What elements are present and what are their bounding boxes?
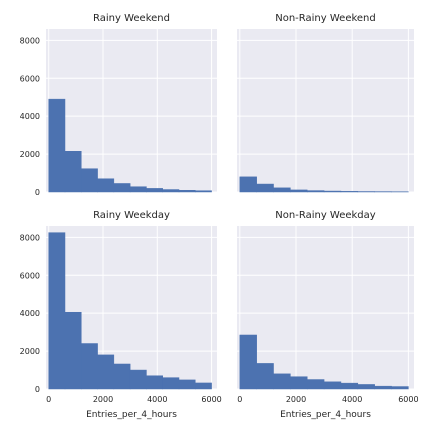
histogram-bar	[64, 311, 82, 390]
histogram-bar	[340, 382, 359, 390]
y-tick-label: 4000	[20, 309, 40, 318]
y-tick-label: 0	[35, 385, 40, 394]
histogram-bar	[195, 382, 212, 390]
histogram-bar	[113, 363, 131, 390]
panel-title: Rainy Weekday	[93, 210, 170, 221]
x-tick-label: 0	[237, 395, 242, 404]
histogram-bar	[48, 98, 66, 193]
histogram-bar	[323, 381, 342, 390]
histogram-bar	[374, 385, 392, 390]
panel-non-rainy-weekend: Non-Rainy Weekend	[237, 13, 414, 193]
panel-background	[237, 226, 414, 389]
histogram-bar	[97, 178, 115, 193]
x-tick-label: 6000	[398, 395, 418, 404]
panel-title: Rainy Weekend	[93, 13, 170, 24]
x-tick-labels: 0 2000 4000 6000	[237, 395, 418, 404]
x-tick-label: 2000	[93, 395, 113, 404]
histogram-bar	[391, 386, 409, 390]
panel-rainy-weekday: Rainy Weekday 0 2000 4000 6000 8000 0 2000 400…	[20, 210, 222, 420]
histogram-bar	[113, 183, 131, 193]
histogram-bars	[239, 334, 409, 390]
panel-title: Non-Rainy Weekend	[275, 13, 376, 24]
panel-title: Non-Rainy Weekday	[275, 210, 375, 221]
x-tick-label: 6000	[201, 395, 221, 404]
x-axis-label: Entries_per_4_hours	[280, 410, 371, 420]
x-tick-label: 0	[46, 395, 51, 404]
panel-background	[237, 29, 414, 192]
histogram-bar	[81, 168, 98, 193]
histogram-bar	[97, 354, 115, 390]
y-tick-labels: 0 2000 4000 6000 8000	[20, 36, 40, 197]
x-tick-labels: 0 2000 4000 6000	[46, 395, 222, 404]
histogram-bar	[306, 190, 325, 193]
histogram-bar	[290, 189, 308, 193]
histogram-bars	[48, 98, 212, 193]
histogram-bar	[239, 176, 257, 193]
y-tick-label: 8000	[20, 233, 40, 242]
x-tick-label: 4000	[147, 395, 167, 404]
histogram-bars	[239, 176, 409, 193]
histogram-bar	[290, 376, 308, 390]
panel-non-rainy-weekday: Non-Rainy Weekday 0 2000 4000 6000 Entries_…	[237, 210, 419, 420]
y-tick-labels: 0 2000 4000 6000 8000	[20, 233, 40, 394]
histogram-bar	[340, 191, 359, 193]
histogram-bar	[162, 189, 180, 193]
histogram-bar	[129, 369, 147, 390]
histogram-bar	[357, 384, 375, 390]
histogram-bars	[48, 232, 212, 390]
histogram-bar	[178, 190, 196, 193]
y-tick-label: 8000	[20, 36, 40, 45]
histogram-bar	[323, 190, 342, 193]
histogram-bar	[306, 379, 325, 390]
x-tick-label: 4000	[342, 395, 362, 404]
histogram-bar	[273, 373, 291, 390]
y-tick-label: 6000	[20, 271, 40, 280]
histogram-bar	[178, 379, 196, 390]
histogram-bar	[256, 183, 274, 193]
histogram-bar	[195, 190, 212, 193]
y-tick-label: 2000	[20, 347, 40, 356]
histogram-bar	[162, 377, 180, 390]
histogram-bar	[239, 334, 257, 390]
histogram-bar	[146, 375, 163, 390]
histogram-bar	[256, 363, 274, 390]
y-tick-label: 0	[35, 188, 40, 197]
histogram-bar	[64, 151, 82, 193]
x-tick-label: 2000	[286, 395, 306, 404]
histogram-bar	[48, 232, 66, 390]
histogram-bar	[146, 188, 163, 193]
y-tick-label: 2000	[20, 150, 40, 159]
panel-rainy-weekend: Rainy Weekend 0 2000 4000 6000 8000	[20, 13, 217, 197]
y-tick-label: 6000	[20, 74, 40, 83]
histogram-bar	[81, 343, 98, 390]
histogram-bar	[129, 186, 147, 193]
y-tick-label: 4000	[20, 112, 40, 121]
x-axis-label: Entries_per_4_hours	[86, 410, 177, 420]
gridlines	[46, 29, 217, 193]
histogram-bar	[273, 187, 291, 193]
